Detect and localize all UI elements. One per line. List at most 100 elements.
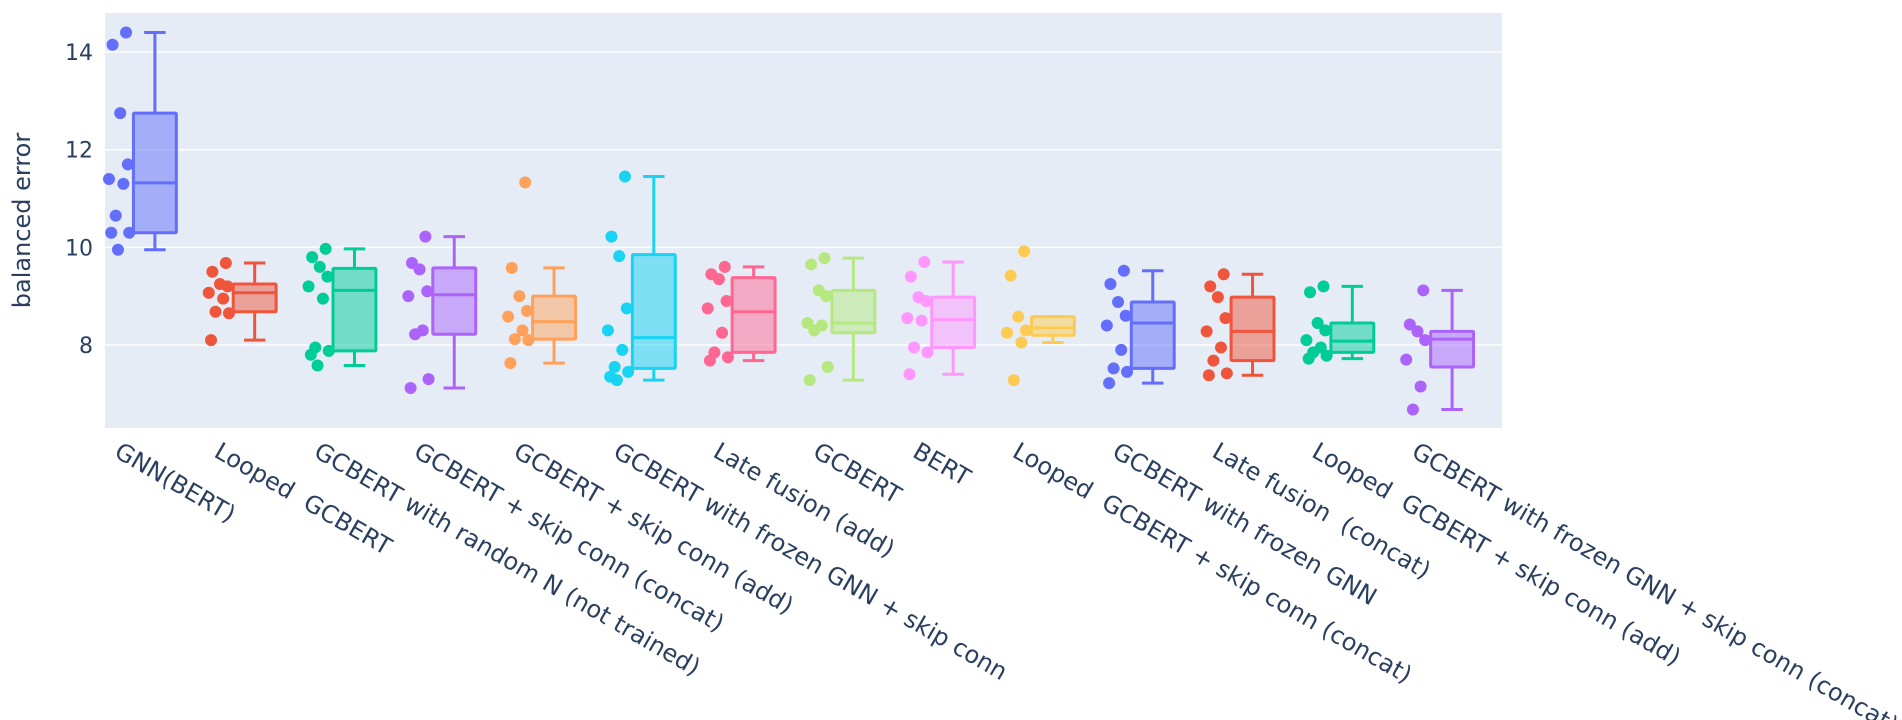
x-tick-label: BERT	[908, 437, 975, 492]
data-point	[818, 252, 831, 265]
data-point	[918, 256, 931, 268]
data-point	[1115, 343, 1128, 356]
box-series-7	[801, 252, 877, 387]
x-tick-label: Looped GCBERT	[210, 437, 397, 561]
data-point	[111, 243, 124, 256]
box-iqr	[1129, 300, 1176, 370]
box-series-12	[1300, 280, 1376, 365]
data-point	[1304, 286, 1317, 299]
data-point	[522, 334, 535, 347]
data-point	[121, 158, 134, 171]
data-point	[1119, 309, 1132, 322]
data-point	[404, 381, 417, 394]
box-iqr	[1030, 315, 1076, 337]
data-point	[803, 374, 816, 387]
data-point	[109, 209, 122, 222]
data-point	[123, 226, 136, 239]
box-series-8	[901, 256, 977, 381]
data-point	[703, 354, 716, 367]
data-point	[502, 310, 515, 323]
y-axis-label: balanced error	[8, 133, 36, 309]
data-point	[610, 374, 623, 387]
data-point	[1004, 269, 1017, 282]
data-point	[120, 26, 133, 39]
data-point	[721, 351, 734, 364]
data-point	[1411, 325, 1424, 338]
data-point	[1121, 365, 1134, 378]
data-point	[921, 346, 934, 359]
data-point	[519, 176, 532, 189]
y-tick-label: 12	[65, 139, 93, 164]
data-point	[1007, 374, 1020, 387]
data-point	[1107, 362, 1120, 375]
box-iqr	[1329, 321, 1376, 354]
data-point	[217, 292, 230, 305]
data-point	[1100, 319, 1113, 332]
data-point	[1302, 352, 1315, 365]
data-point	[520, 304, 533, 317]
data-point	[1220, 367, 1233, 380]
data-point	[1215, 341, 1228, 354]
data-point	[1204, 280, 1217, 293]
data-point	[620, 302, 633, 315]
data-point	[311, 359, 324, 372]
box-iqr	[1429, 329, 1476, 369]
box-series-13	[1400, 284, 1476, 416]
y-axis-ticks: 8 10 12 14	[65, 41, 93, 359]
data-point	[1015, 336, 1028, 349]
data-point	[513, 290, 526, 303]
data-point	[901, 312, 914, 325]
box-series-11	[1200, 268, 1276, 382]
data-point	[622, 365, 635, 378]
data-point	[1217, 268, 1230, 281]
data-point	[422, 373, 435, 386]
box-iqr	[630, 253, 677, 370]
data-point	[106, 38, 119, 51]
data-point	[1202, 369, 1215, 382]
data-point	[1103, 377, 1116, 390]
data-point	[105, 226, 118, 239]
box-iqr	[131, 111, 178, 235]
data-point	[313, 260, 326, 273]
box-series-2	[302, 242, 378, 372]
data-point	[102, 173, 115, 185]
data-point	[805, 258, 818, 271]
box-series-10	[1100, 264, 1176, 390]
data-point	[202, 286, 215, 299]
data-point	[316, 292, 329, 305]
data-point	[1211, 291, 1224, 304]
data-point	[915, 314, 928, 327]
data-point	[114, 107, 127, 120]
data-point	[1419, 334, 1432, 347]
data-point	[219, 256, 232, 269]
data-point	[1311, 317, 1324, 330]
data-point	[608, 360, 621, 373]
data-point	[720, 295, 733, 308]
data-point	[808, 324, 821, 337]
box-series-4	[502, 176, 577, 370]
data-point	[1219, 312, 1232, 325]
data-point	[302, 280, 315, 293]
box-iqr	[1229, 295, 1276, 363]
data-point	[304, 348, 317, 361]
data-point	[1300, 334, 1313, 347]
data-point	[1406, 403, 1419, 416]
data-point	[205, 334, 218, 347]
box-series-6	[701, 260, 777, 367]
data-point	[409, 328, 422, 341]
box-series-5	[601, 170, 677, 387]
box-iqr	[730, 276, 777, 354]
box-iqr	[531, 294, 577, 341]
data-point	[820, 290, 833, 303]
data-point	[322, 344, 335, 357]
box-series-3	[402, 230, 478, 394]
box-series-9	[1001, 245, 1076, 387]
data-point	[1414, 380, 1427, 393]
data-point	[1001, 326, 1014, 339]
data-point	[1317, 280, 1330, 293]
data-point	[319, 242, 332, 255]
data-point	[222, 307, 235, 320]
data-point	[712, 273, 725, 286]
